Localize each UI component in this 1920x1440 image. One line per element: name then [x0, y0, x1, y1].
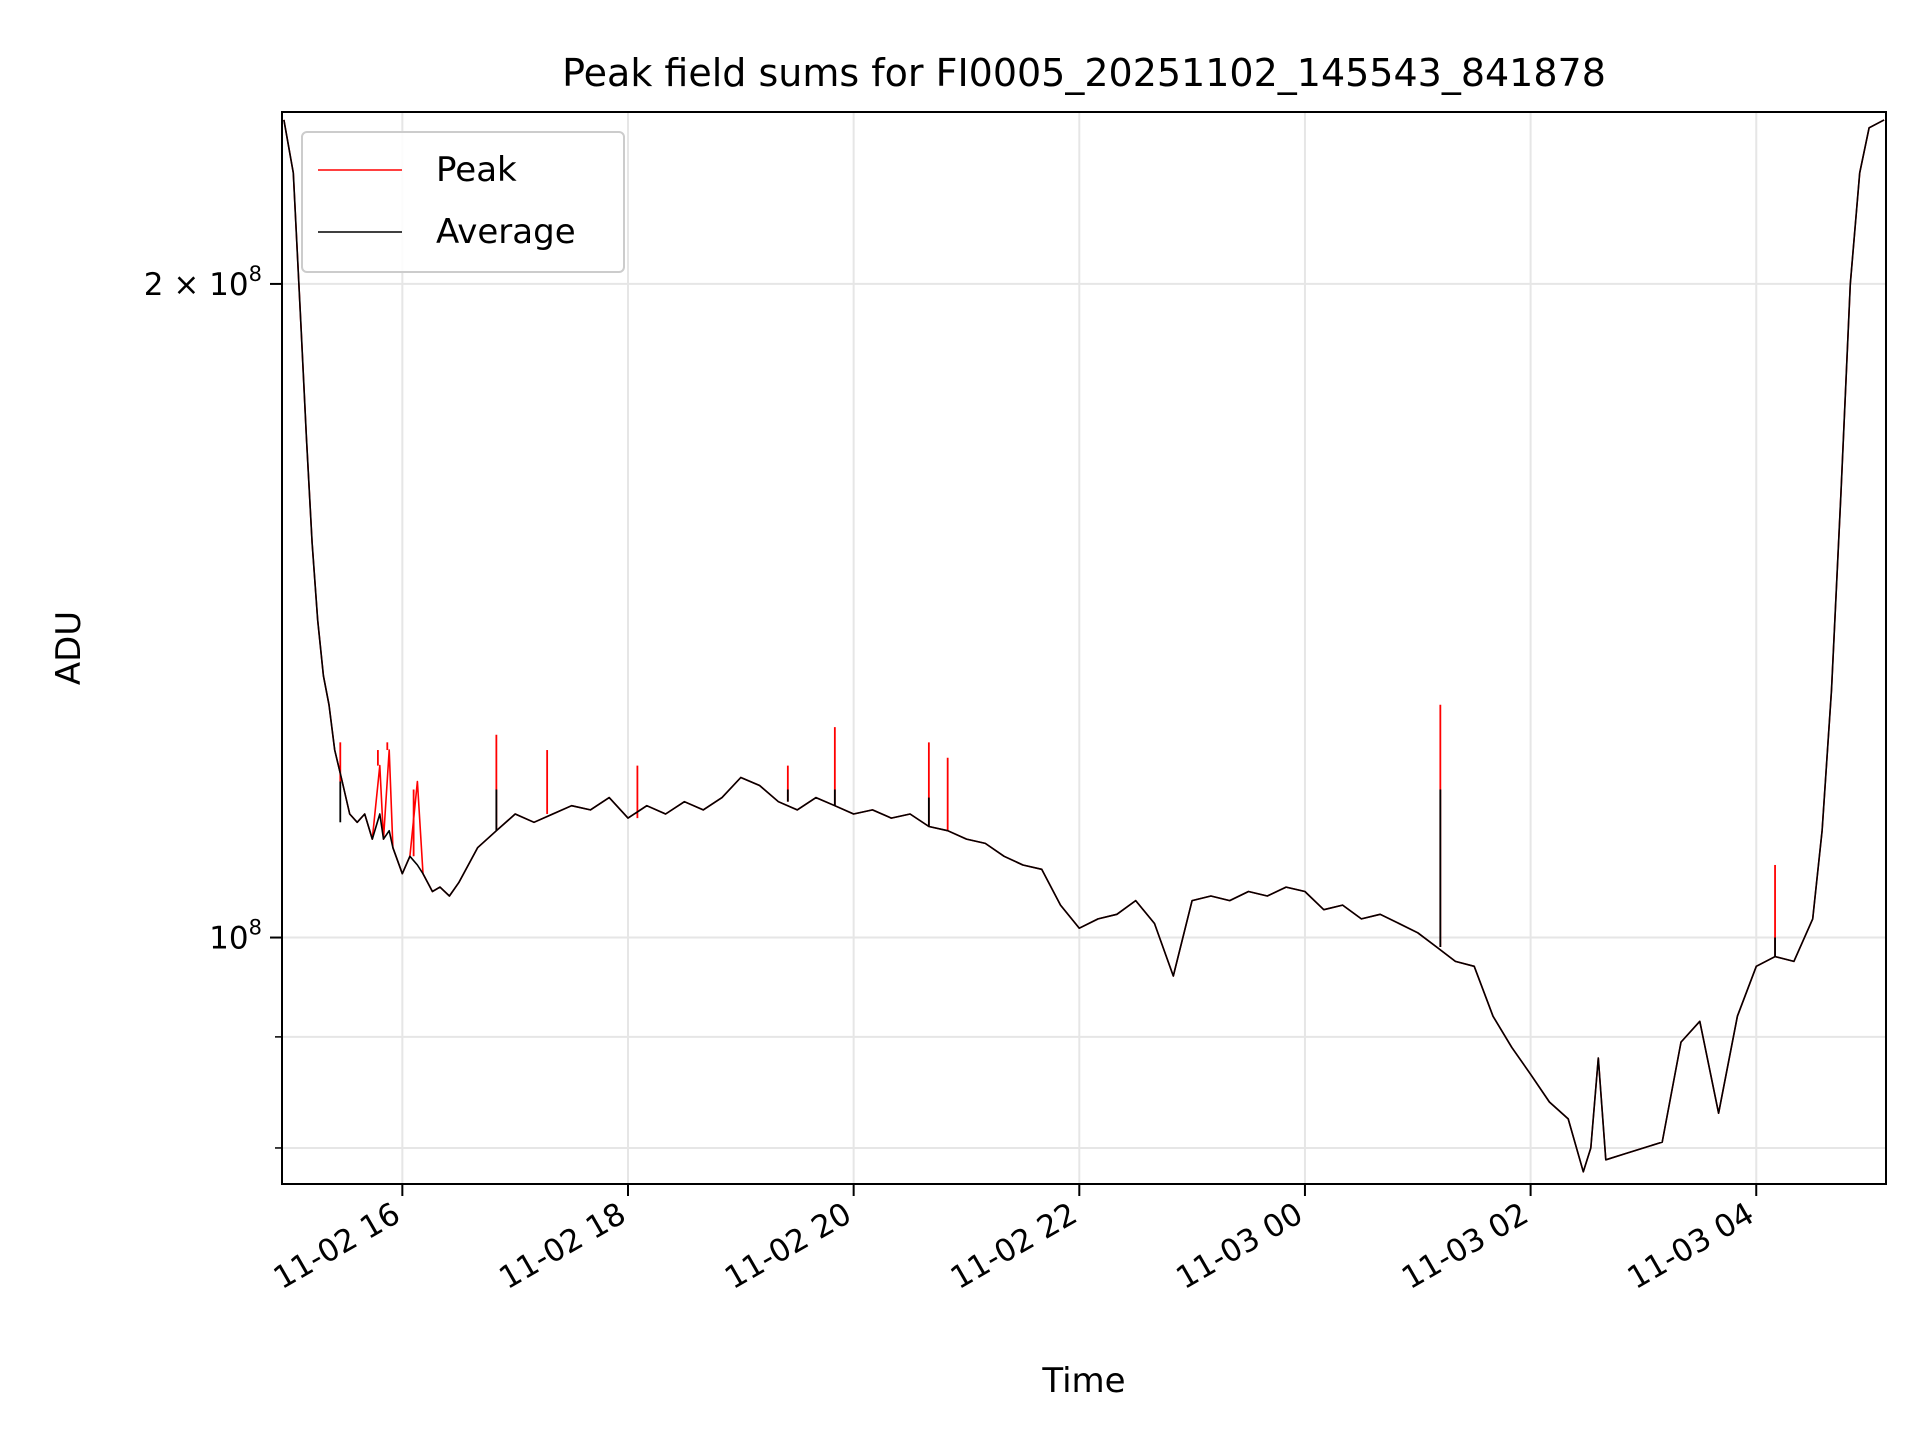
y-axis-label: ADU	[49, 611, 89, 685]
chart-title: Peak field sums for FI0005_20251102_1455…	[562, 51, 1606, 95]
grid	[282, 112, 1886, 1184]
legend-label-peak: Peak	[436, 150, 517, 190]
x-axis-label: Time	[1041, 1361, 1125, 1401]
y-tick-label: 108	[209, 916, 262, 957]
legend: Peak Average	[301, 131, 625, 273]
series-line-average	[283, 119, 1885, 1173]
y-axis: 108 2 × 108	[144, 262, 282, 1149]
plot-lines	[283, 119, 1885, 1173]
y-tick-label: 2 × 108	[144, 262, 262, 303]
legend-box	[301, 131, 625, 273]
legend-label-average: Average	[436, 212, 576, 252]
plot-frame	[281, 111, 1887, 1185]
series-group	[283, 119, 1885, 1173]
